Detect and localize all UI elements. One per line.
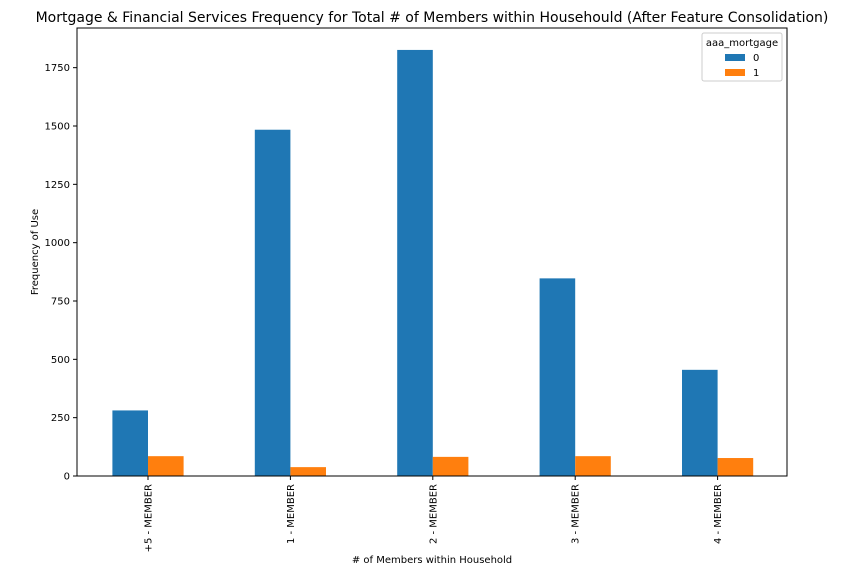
legend-swatch-0 [725,54,745,61]
legend-swatch-1 [725,69,745,76]
y-tick-label: 500 [51,355,70,366]
bar-series-1-1 [290,467,326,476]
bar-series-0-2 [397,49,433,477]
x-tick-label: 2 - MEMBER [428,484,439,544]
bar-series-0-0 [112,410,148,476]
y-tick-label: 750 [51,297,70,308]
legend: aaa_mortgage 0 1 [701,32,783,82]
bar-series-0-1 [254,129,291,477]
bar-series-0-3 [539,278,576,476]
y-tick-label: 250 [51,413,70,424]
x-tick-label: +5 - MEMBER [144,484,155,552]
plot-area: 0 250 500 750 1000 1250 1500 1750 +5 - MEMBER 1 -… [45,49,754,552]
x-tick-label: 1 - MEMBER [286,484,297,544]
legend-label-0: 0 [753,53,759,64]
chart-title: Mortgage & Financial Services Frequency … [36,10,829,26]
x-tick-label: 3 - MEMBER [571,484,582,544]
y-tick-label: 1000 [45,238,70,249]
x-axis-label: # of Members within Household [352,555,512,566]
bar-series-1-2 [432,456,469,476]
x-tick-label: 4 - MEMBER [713,484,724,544]
bar-series-1-3 [575,456,611,476]
y-tick-label: 1500 [45,122,70,133]
y-tick-label: 1250 [45,180,70,191]
plot-frame [76,27,788,477]
bar-series-1-4 [717,458,754,476]
bar-series-1-0 [148,456,184,476]
legend-label-1: 1 [753,68,759,79]
y-tick-label: 1750 [45,63,70,74]
y-tick-label: 0 [64,472,70,483]
bar-series-0-4 [682,369,718,476]
y-axis-label: Frequency of Use [30,209,41,295]
legend-title: aaa_mortgage [706,38,778,49]
